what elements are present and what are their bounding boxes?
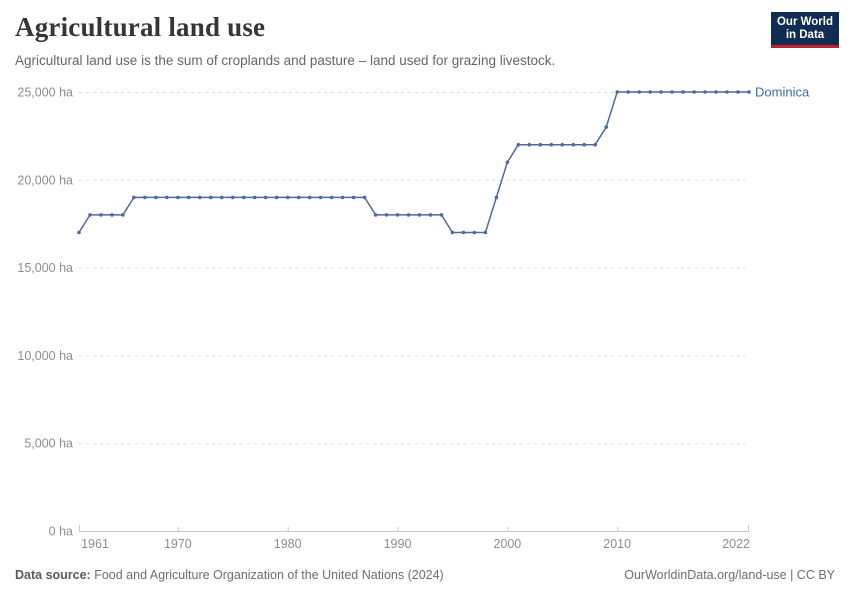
y-axis-label: 25,000 ha — [17, 86, 73, 100]
data-point[interactable] — [692, 90, 696, 94]
y-axis-label: 15,000 ha — [17, 261, 73, 275]
data-point[interactable] — [296, 195, 301, 200]
owid-logo-line2: in Data — [785, 28, 825, 41]
data-point[interactable] — [121, 213, 125, 217]
data-point[interactable] — [274, 195, 279, 200]
data-point[interactable] — [263, 195, 268, 200]
data-source-note: Data source: Food and Agriculture Organi… — [15, 568, 444, 582]
data-point[interactable] — [472, 230, 477, 235]
data-point[interactable] — [88, 213, 92, 217]
data-point[interactable] — [362, 195, 367, 200]
data-point[interactable] — [329, 195, 334, 200]
data-point[interactable] — [154, 195, 158, 200]
data-point[interactable] — [428, 213, 433, 217]
x-axis-label: 1961 — [81, 537, 109, 551]
y-axis-label: 20,000 ha — [17, 173, 73, 187]
x-axis-label: 2000 — [493, 537, 521, 551]
data-point[interactable] — [318, 195, 323, 200]
data-point[interactable] — [483, 230, 488, 235]
y-axis-label: 10,000 ha — [17, 349, 73, 363]
data-point[interactable] — [725, 90, 729, 94]
data-point[interactable] — [143, 195, 147, 200]
data-point[interactable] — [242, 195, 246, 200]
data-point[interactable] — [439, 213, 444, 217]
data-point[interactable] — [307, 195, 312, 200]
data-point[interactable] — [593, 142, 597, 147]
data-point[interactable] — [571, 142, 576, 147]
data-point[interactable] — [406, 213, 411, 217]
data-point[interactable] — [615, 90, 619, 94]
data-point[interactable] — [582, 142, 586, 147]
data-point[interactable] — [340, 195, 345, 200]
data-point[interactable] — [747, 90, 751, 94]
data-point[interactable] — [637, 90, 641, 94]
data-point[interactable] — [231, 195, 235, 200]
data-point[interactable] — [549, 142, 554, 147]
data-point[interactable] — [176, 195, 180, 200]
data-point[interactable] — [384, 213, 389, 217]
data-point[interactable] — [736, 90, 740, 94]
data-source-text: Food and Agriculture Organization of the… — [90, 568, 444, 582]
data-point[interactable] — [703, 90, 707, 94]
page-title: Agricultural land use — [15, 12, 266, 42]
data-point[interactable] — [373, 213, 378, 217]
x-axis-label: 2022 — [722, 537, 750, 551]
owid-logo-line1: Our World — [776, 15, 833, 28]
x-axis-label: 1970 — [164, 537, 192, 551]
x-axis-label: 1980 — [274, 537, 302, 551]
data-point[interactable] — [659, 90, 663, 94]
y-axis-label: 5,000 ha — [24, 437, 73, 451]
data-point[interactable] — [604, 125, 608, 129]
data-series-line[interactable] — [78, 91, 749, 234]
data-point[interactable] — [626, 90, 630, 94]
data-point[interactable] — [648, 90, 652, 94]
data-source-label: Data source: — [15, 568, 91, 582]
series-label-dominica[interactable]: Dominica — [755, 85, 810, 100]
data-point[interactable] — [187, 195, 191, 200]
data-point[interactable] — [670, 90, 674, 94]
data-point[interactable] — [351, 195, 356, 200]
data-point[interactable] — [527, 142, 532, 147]
data-point[interactable] — [450, 230, 455, 235]
data-point[interactable] — [209, 195, 213, 200]
data-point[interactable] — [494, 195, 499, 200]
data-point[interactable] — [538, 142, 543, 147]
data-point[interactable] — [99, 213, 103, 217]
data-point[interactable] — [714, 90, 718, 94]
data-point[interactable] — [198, 195, 202, 200]
data-point[interactable] — [516, 142, 521, 147]
chart-subtitle: Agricultural land use is the sum of crop… — [15, 53, 556, 68]
data-point[interactable] — [681, 90, 685, 94]
data-point[interactable] — [110, 213, 114, 217]
license-note[interactable]: OurWorldinData.org/land-use | CC BY — [624, 568, 835, 582]
data-point[interactable] — [132, 195, 136, 200]
data-point[interactable] — [505, 160, 510, 164]
data-point[interactable] — [165, 195, 169, 200]
data-point[interactable] — [395, 213, 400, 217]
data-point[interactable] — [252, 195, 257, 200]
data-point[interactable] — [560, 142, 565, 147]
x-axis-label: 1990 — [384, 537, 412, 551]
data-point[interactable] — [77, 230, 81, 235]
data-point[interactable] — [461, 230, 466, 235]
owid-logo[interactable]: Our World in Data — [771, 12, 839, 48]
y-axis-label: 0 ha — [49, 525, 73, 539]
data-point[interactable] — [220, 195, 224, 200]
x-axis-label: 2010 — [603, 537, 631, 551]
data-point[interactable] — [285, 195, 290, 200]
data-point[interactable] — [417, 213, 422, 217]
